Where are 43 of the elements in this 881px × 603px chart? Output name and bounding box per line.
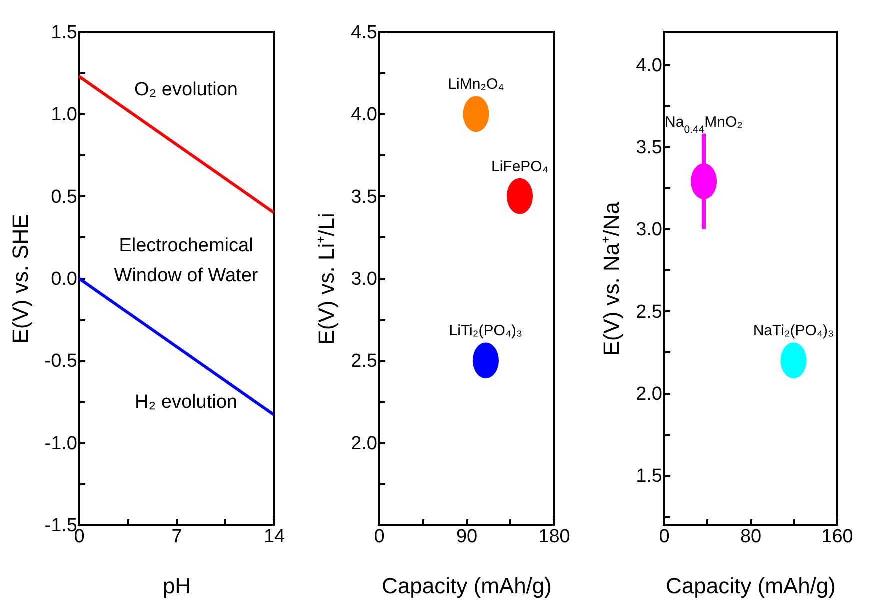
y-axis-title: E(V) vs. SHE — [8, 214, 33, 344]
y-tick-label: -0.5 — [44, 351, 78, 372]
y-axis-title: E(V) vs. Na⁺/Na — [599, 201, 624, 356]
x-axis-title: Capacity (mAh/g) — [666, 574, 836, 598]
y-tick-label: 1.5 — [636, 466, 662, 488]
x-axis-title: Capacity (mAh/g) — [382, 574, 552, 598]
y-tick-label: 3.5 — [351, 186, 378, 208]
y-tick-label: 4.0 — [351, 104, 378, 126]
y-tick-label: 2.0 — [636, 384, 662, 406]
x-tick-label: 0 — [374, 526, 385, 548]
y-tick-label: 4.0 — [636, 55, 662, 76]
y-tick-label: 3.5 — [636, 138, 662, 159]
y-tick-label: 0.5 — [51, 186, 78, 208]
y-tick-label: 2.0 — [351, 433, 378, 454]
y-tick-label: 2.5 — [636, 302, 662, 323]
annotation: Electrochemical Window of Water — [114, 236, 259, 287]
y-tick-label: 4.5 — [351, 22, 378, 44]
x-tick-label: 14 — [264, 526, 286, 548]
series-label: NaTi₂(PO₄)₃ — [753, 322, 834, 340]
x-tick-label: 160 — [822, 526, 854, 548]
y-tick-label: 1.0 — [51, 104, 78, 126]
y-tick-label: 1.5 — [51, 22, 78, 44]
x-tick-label: 80 — [740, 526, 762, 548]
series-label: LiTi₂(PO₄)₃ — [449, 322, 523, 340]
y-tick-label: 3.0 — [636, 220, 662, 241]
series-label: LiMn₂O₄ — [448, 76, 504, 94]
y-axis-title: E(V) vs. Li⁺/Li — [314, 213, 340, 345]
text: Na$_{0.44}$MnO₂ — [665, 114, 744, 136]
point — [472, 342, 499, 379]
x-axis-title: pH — [162, 574, 192, 598]
y-tick-label: 2.5 — [351, 351, 378, 372]
point — [506, 178, 533, 214]
x-tick-label: 7 — [172, 526, 182, 548]
y-tick-label: 3.0 — [351, 269, 378, 290]
x-tick-label: 90 — [456, 526, 478, 548]
annotation: O₂ evolution — [134, 80, 238, 101]
series-label: LiFePO₄ — [491, 158, 548, 176]
x-tick-label: 0 — [659, 526, 670, 548]
annotation: H₂ evolution — [135, 392, 238, 413]
y-tick-label: 0.0 — [51, 269, 78, 290]
y-tick-label: -1.0 — [44, 433, 78, 454]
x-tick-label: 180 — [538, 526, 570, 548]
point — [463, 96, 490, 132]
